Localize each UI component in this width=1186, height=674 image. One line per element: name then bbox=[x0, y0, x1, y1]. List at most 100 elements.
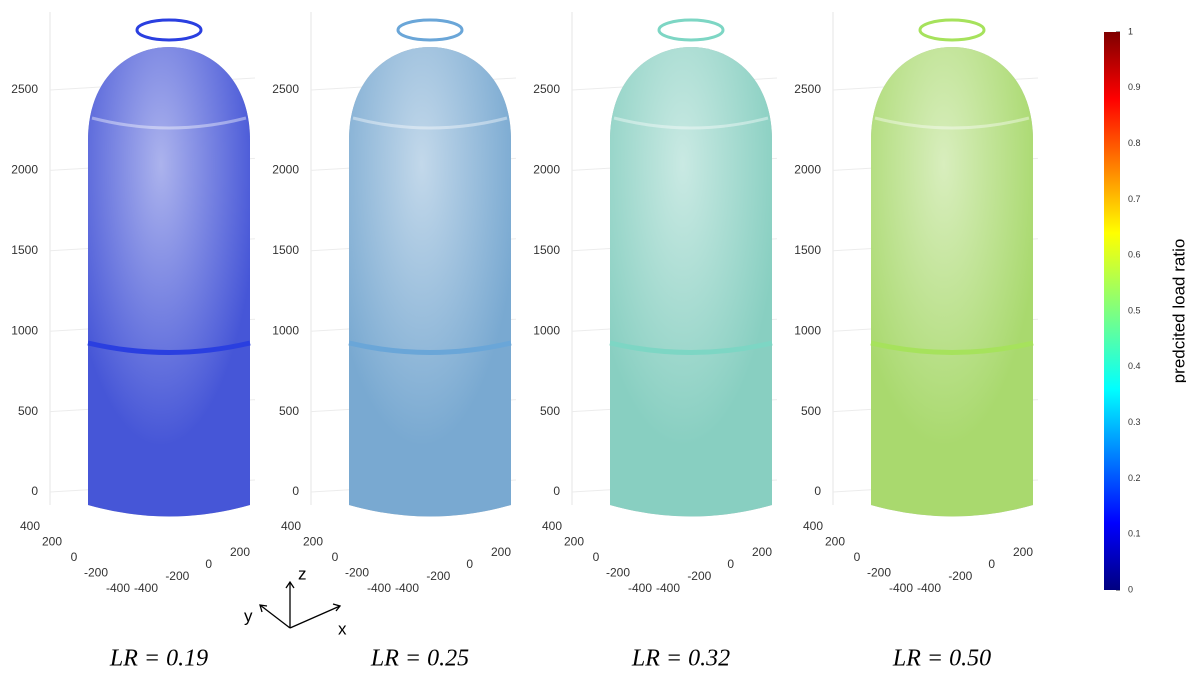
y-tick-label: -200 bbox=[84, 566, 108, 580]
y-tick-label: 400 bbox=[20, 519, 40, 533]
x-tick-label: 200 bbox=[230, 545, 250, 559]
y-axis-label: y bbox=[244, 606, 253, 625]
y-tick-label: -200 bbox=[867, 566, 891, 580]
panel-caption: LR = 0.25 bbox=[370, 646, 469, 672]
x-tick-label: -400 bbox=[917, 581, 941, 595]
y-tick-label: -200 bbox=[606, 566, 630, 580]
x-tick-label: 200 bbox=[491, 545, 511, 559]
x-tick-label: -400 bbox=[134, 581, 158, 595]
mid-ring bbox=[609, 340, 773, 355]
axes-indicator bbox=[259, 580, 342, 629]
x-tick-label: 0 bbox=[727, 557, 734, 571]
colorbar-tick-label: 0.7 bbox=[1128, 194, 1141, 204]
z-tick-label: 0 bbox=[292, 484, 299, 498]
y-tick-label: -400 bbox=[106, 581, 130, 595]
y-tick-label: 0 bbox=[332, 550, 339, 564]
colorbar bbox=[1104, 32, 1120, 590]
colorbar-tick-label: 0.6 bbox=[1128, 250, 1141, 260]
y-tick-label: -400 bbox=[367, 581, 391, 595]
y-tick-label: 400 bbox=[803, 519, 823, 533]
x-tick-label: -400 bbox=[656, 581, 680, 595]
z-tick-label: 2000 bbox=[11, 163, 38, 177]
cylinder-highlight bbox=[88, 47, 250, 517]
z-tick-label: 1000 bbox=[272, 323, 299, 337]
z-tick-label: 2500 bbox=[272, 82, 299, 96]
x-tick-label: -200 bbox=[426, 569, 450, 583]
x-tick-label: 200 bbox=[752, 545, 772, 559]
x-tick-label: 200 bbox=[1013, 545, 1033, 559]
z-tick-label: 1000 bbox=[794, 323, 821, 337]
y-tick-label: 200 bbox=[825, 535, 845, 549]
x-axis-label: x bbox=[338, 619, 347, 638]
colorbar-tick-label: 0.9 bbox=[1128, 82, 1141, 92]
z-tick-label: 2500 bbox=[533, 82, 560, 96]
cylinder-highlight bbox=[871, 47, 1033, 517]
colorbar-tick-label: 0.5 bbox=[1128, 305, 1141, 315]
z-tick-label: 1500 bbox=[11, 243, 38, 257]
shoulder-ring bbox=[352, 116, 508, 130]
y-tick-label: 400 bbox=[281, 519, 301, 533]
cylinder-highlight bbox=[610, 47, 772, 517]
mid-ring bbox=[348, 340, 512, 355]
y-tick-label: -400 bbox=[889, 581, 913, 595]
z-tick-label: 500 bbox=[540, 404, 560, 418]
z-tick-label: 0 bbox=[553, 484, 560, 498]
colorbar-tick-label: 0.3 bbox=[1128, 417, 1141, 427]
y-tick-label: 400 bbox=[542, 519, 562, 533]
z-tick-label: 500 bbox=[18, 404, 38, 418]
colorbar-tick-label: 0.4 bbox=[1128, 361, 1141, 371]
top-ring bbox=[918, 18, 986, 42]
shoulder-ring bbox=[91, 116, 247, 130]
z-tick-label: 2500 bbox=[794, 82, 821, 96]
z-tick-label: 500 bbox=[279, 404, 299, 418]
z-tick-label: 1000 bbox=[533, 323, 560, 337]
z-tick-label: 2500 bbox=[11, 82, 38, 96]
mid-ring bbox=[870, 340, 1034, 355]
shoulder-ring bbox=[613, 116, 769, 130]
x-tick-label: -200 bbox=[687, 569, 711, 583]
y-tick-label: -200 bbox=[345, 566, 369, 580]
y-tick-label: -400 bbox=[628, 581, 652, 595]
colorbar-tick-label: 0.8 bbox=[1128, 138, 1141, 148]
x-tick-label: -400 bbox=[395, 581, 419, 595]
x-tick-label: 0 bbox=[466, 557, 473, 571]
colorbar-tick-label: 0.2 bbox=[1128, 473, 1141, 483]
panel-caption: LR = 0.19 bbox=[109, 646, 208, 672]
y-tick-label: 200 bbox=[42, 535, 62, 549]
panel-caption: LR = 0.32 bbox=[631, 646, 730, 672]
z-axis-label: z bbox=[298, 564, 307, 583]
y-tick-label: 200 bbox=[564, 535, 584, 549]
z-tick-label: 0 bbox=[31, 484, 38, 498]
colorbar-tick-label: 0 bbox=[1128, 584, 1133, 594]
panel-caption: LR = 0.50 bbox=[892, 646, 991, 672]
colorbar-tick-label: 1 bbox=[1128, 26, 1133, 36]
z-tick-label: 500 bbox=[801, 404, 821, 418]
y-tick-label: 0 bbox=[71, 550, 78, 564]
x-tick-label: 0 bbox=[205, 557, 212, 571]
x-tick-label: 0 bbox=[988, 557, 995, 571]
z-tick-label: 2000 bbox=[272, 163, 299, 177]
z-tick-label: 1500 bbox=[272, 243, 299, 257]
cylinder-highlight bbox=[349, 47, 511, 517]
z-tick-label: 2000 bbox=[533, 163, 560, 177]
shoulder-ring bbox=[874, 116, 1030, 130]
z-tick-label: 1000 bbox=[11, 323, 38, 337]
z-tick-label: 1500 bbox=[794, 243, 821, 257]
z-tick-label: 1500 bbox=[533, 243, 560, 257]
z-tick-label: 2000 bbox=[794, 163, 821, 177]
colorbar-tick-label: 0.1 bbox=[1128, 529, 1141, 539]
x-tick-label: -200 bbox=[948, 569, 972, 583]
mid-ring bbox=[87, 340, 251, 355]
x-tick-label: -200 bbox=[165, 569, 189, 583]
top-ring bbox=[135, 18, 203, 42]
y-tick-label: 200 bbox=[303, 535, 323, 549]
colorbar-label: predcited load ratio bbox=[1169, 239, 1186, 384]
y-tick-label: 0 bbox=[593, 550, 600, 564]
top-ring bbox=[657, 18, 725, 42]
y-tick-label: 0 bbox=[854, 550, 861, 564]
